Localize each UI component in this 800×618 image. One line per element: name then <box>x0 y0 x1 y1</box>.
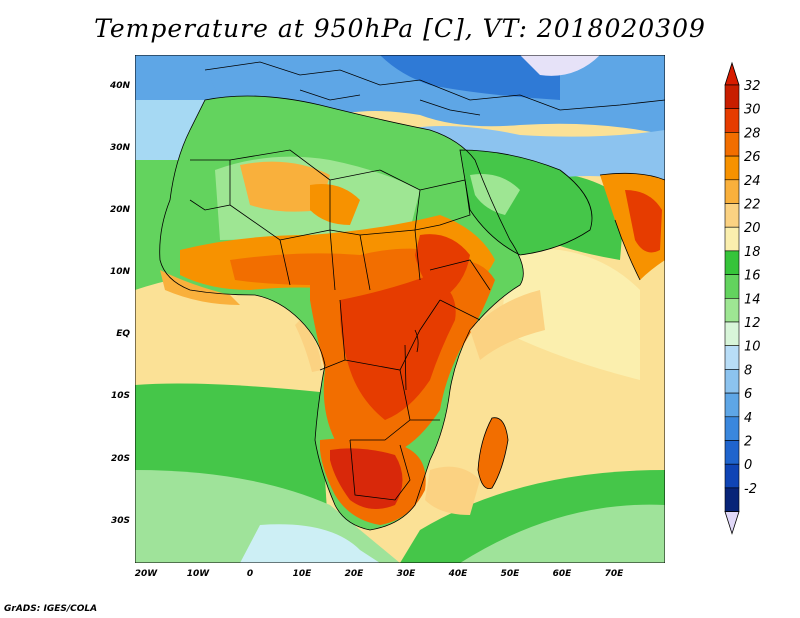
arabia-light <box>470 174 520 215</box>
gulf-guinea-strip <box>295 320 322 372</box>
colorbar-label: 12 <box>744 316 761 331</box>
colorbar-label: 0 <box>744 458 752 473</box>
colorbar-swatch <box>724 392 740 418</box>
colorbar-label: 26 <box>744 150 761 165</box>
colorbar-swatch <box>724 321 740 347</box>
colorbar-swatch <box>724 155 740 181</box>
colorbar-label: 18 <box>744 245 761 260</box>
colorbar-label: 24 <box>744 174 761 189</box>
lon-label-10w: 10W <box>187 569 211 579</box>
lon-label-40e: 40E <box>448 569 469 579</box>
india-hot <box>625 190 662 253</box>
latitude-labels: 40N 30N 20N 10N EQ 10S 20S 30S <box>109 81 131 526</box>
colorbar-label: 6 <box>744 387 752 402</box>
credit-text: GrADS: IGES/COLA <box>4 604 98 614</box>
middle-east-blue <box>400 126 665 185</box>
south-indian-lightgreen <box>460 504 665 563</box>
colorbar-swatch <box>724 487 740 512</box>
colorbar-swatch <box>724 416 740 441</box>
colorbar-swatch <box>724 463 740 489</box>
madagascar <box>478 417 508 489</box>
colorbar-label: 22 <box>744 198 761 213</box>
colorbar-label: 8 <box>744 363 752 378</box>
lon-label-70e: 70E <box>605 569 625 579</box>
indian-ocean-pale <box>500 248 640 380</box>
colorbar-label: 10 <box>744 340 761 355</box>
lat-label-30s: 30S <box>111 516 130 526</box>
lon-label-50e: 50E <box>501 569 521 579</box>
lat-label-20n: 20N <box>110 205 131 215</box>
cold-patch-northeast <box>520 55 600 76</box>
colorbar-swatch <box>724 250 740 275</box>
colorbar-label: 2 <box>744 435 752 450</box>
lon-label-20e: 20E <box>345 569 365 579</box>
colorbar-label: 20 <box>744 221 761 236</box>
colorbar-label: 32 <box>744 79 761 94</box>
central-africa-hotter <box>340 275 456 420</box>
colorbar-label: 28 <box>744 126 761 141</box>
colorbar-swatch <box>724 369 740 394</box>
colorbar-label: 4 <box>744 411 752 426</box>
colorbar-swatch <box>724 226 740 252</box>
lon-label-60e: 60E <box>553 569 573 579</box>
colorbar-swatch <box>724 297 740 323</box>
lon-label-20w: 20W <box>135 569 159 579</box>
sahara-hot-patch <box>310 184 360 225</box>
boundaries <box>159 61 665 531</box>
lat-label-40n: 40N <box>109 81 131 91</box>
lat-label-10n: 10N <box>110 267 131 277</box>
colorbar-label: -2 <box>744 482 757 497</box>
colorbar-top-arrow <box>724 61 740 86</box>
colorbar-bottom-arrow <box>724 511 740 535</box>
longitude-labels: 20W 10W 0 10E 20E 30E 40E 50E 60E 70E <box>135 569 624 579</box>
lat-label-eq: EQ <box>116 329 130 339</box>
sahara-warm-patch <box>240 161 330 212</box>
mozambique-channel <box>425 466 480 515</box>
lat-label-30n: 30N <box>110 143 131 153</box>
colorbar-swatch <box>724 108 740 133</box>
colorbar-swatch <box>724 179 740 204</box>
colorbar-swatch <box>724 274 740 299</box>
west-coast-strip <box>160 270 240 305</box>
colorbar-label: 30 <box>744 103 761 118</box>
lon-label-30e: 30E <box>397 569 417 579</box>
south-cool-patch <box>240 524 380 563</box>
colorbar-label: 16 <box>744 269 761 284</box>
eastern-europe-blue <box>380 55 560 100</box>
kalahari-hottest <box>330 448 403 509</box>
lon-label-0: 0 <box>247 569 253 579</box>
chart-title: Temperature at 950hPa [C], VT: 201802030… <box>94 14 706 43</box>
lon-label-10e: 10E <box>293 569 313 579</box>
temperature-field <box>135 55 665 563</box>
colorbar-swatch <box>724 203 740 228</box>
east-coast-ocean <box>470 290 545 360</box>
lat-label-20s: 20S <box>111 454 130 464</box>
colorbar-swatch <box>724 440 740 465</box>
colorbar-swatch <box>724 132 740 157</box>
colorbar-label: 14 <box>744 292 761 307</box>
lat-label-10s: 10S <box>111 391 130 401</box>
colorbar-swatch <box>724 84 740 110</box>
colorbar-swatch <box>724 345 740 370</box>
